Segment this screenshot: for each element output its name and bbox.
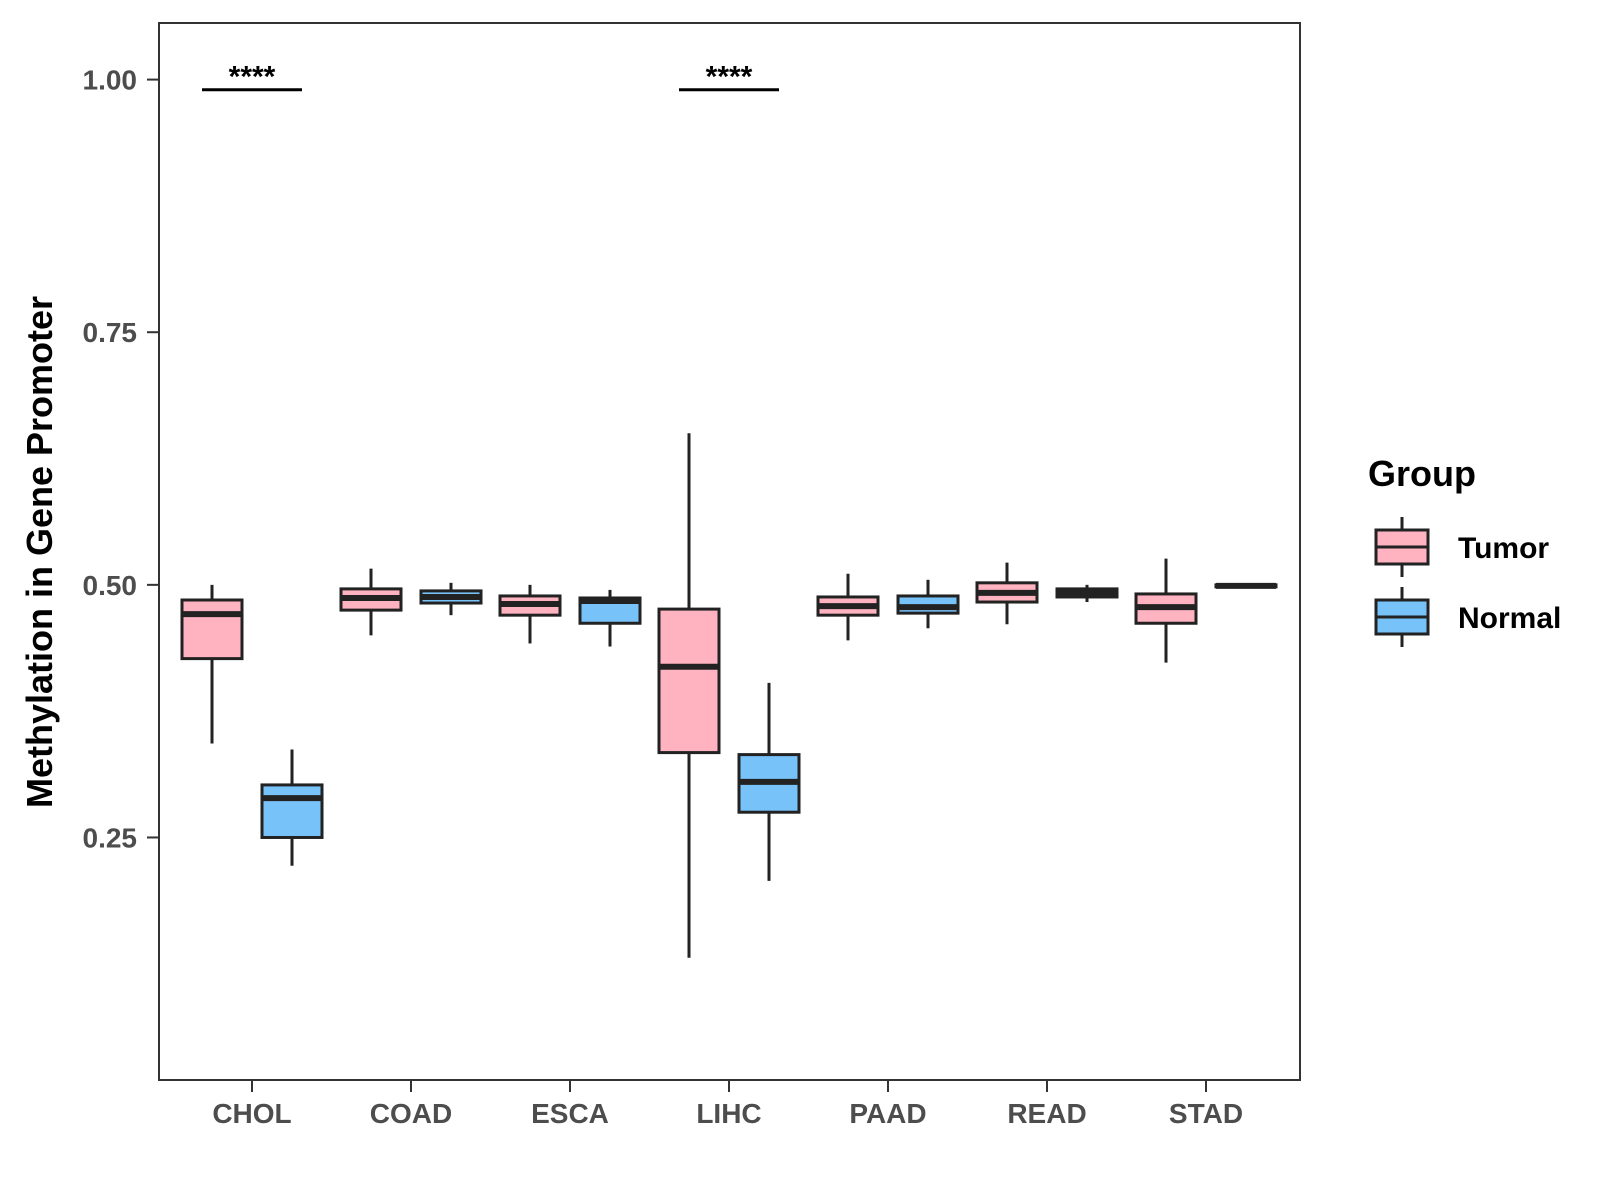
x-tick-label-coad: COAD — [370, 1098, 452, 1129]
y-tick-label: 0.25 — [83, 822, 138, 853]
y-axis-title: Methylation in Gene Promoter — [19, 296, 60, 808]
box-body — [260, 783, 324, 839]
significance-label: **** — [706, 61, 753, 94]
box-tumor-read — [975, 562, 1039, 625]
box-normal-coad — [419, 582, 483, 616]
significance-label: **** — [229, 61, 276, 94]
legend-label: Tumor — [1458, 532, 1549, 565]
legend-entry-normal: Normal — [1374, 587, 1561, 647]
x-tick-label-esca: ESCA — [531, 1098, 609, 1129]
legend-entry-tumor: Tumor — [1374, 517, 1549, 577]
significance-annotations: **** **** — [202, 61, 779, 94]
box-tumor-paad — [816, 573, 880, 641]
box-normal-lihc — [737, 682, 801, 881]
y-tick-label: 0.75 — [83, 317, 138, 348]
box-tumor-lihc — [657, 433, 721, 958]
x-tick-label-read: READ — [1007, 1098, 1086, 1129]
legend-title: Group — [1368, 453, 1476, 494]
box-tumor-stad — [1134, 558, 1198, 663]
box-normal-stad — [1214, 582, 1278, 589]
y-tick-label: 1.00 — [83, 65, 138, 96]
y-axis: 0.25 0.50 0.75 1.00 — [83, 65, 159, 853]
box-normal-paad — [896, 579, 960, 629]
box-tumor-chol — [180, 584, 244, 744]
legend-label: Normal — [1458, 602, 1561, 635]
box-tumor-coad — [339, 568, 403, 636]
x-tick-label-paad: PAAD — [849, 1098, 926, 1129]
x-axis: CHOL COAD ESCA LIHC PAAD READ STAD — [212, 1080, 1243, 1129]
box-normal-read — [1055, 584, 1119, 603]
box-group — [180, 433, 1278, 958]
box-tumor-esca — [498, 584, 562, 644]
x-tick-label-stad: STAD — [1169, 1098, 1243, 1129]
box-body — [180, 598, 244, 661]
y-tick-label: 0.50 — [83, 570, 138, 601]
plot-panel-border — [158, 22, 1301, 1081]
legend: Group Tumor Normal — [1368, 453, 1561, 647]
box-body — [657, 607, 721, 755]
x-tick-label-lihc: LIHC — [696, 1098, 761, 1129]
x-tick-label-chol: CHOL — [212, 1098, 291, 1129]
box-normal-chol — [260, 749, 324, 866]
box-normal-esca — [578, 589, 642, 647]
